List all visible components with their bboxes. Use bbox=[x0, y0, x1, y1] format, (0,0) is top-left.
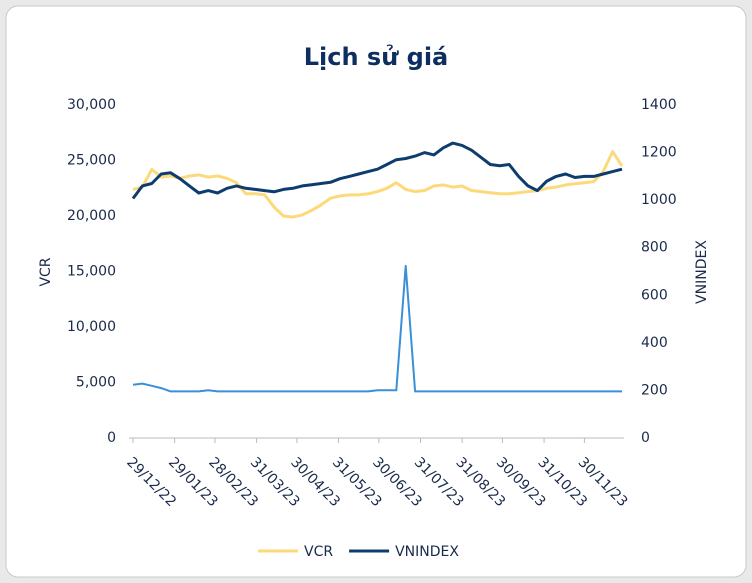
y-tick-label: 15,000 bbox=[67, 264, 116, 280]
y-tick-label: 10,000 bbox=[67, 319, 116, 335]
y-tick-label: 25,000 bbox=[67, 153, 116, 169]
y2-tick-label: 200 bbox=[641, 382, 668, 398]
series-line bbox=[131, 141, 623, 200]
y2-axis-title: VNINDEX bbox=[694, 240, 710, 304]
y2-tick-label: 0 bbox=[641, 430, 650, 446]
y-axis-title: VCR bbox=[38, 257, 54, 286]
y2-tick-label: 400 bbox=[641, 335, 668, 351]
chart-title: Lịch sử giá bbox=[304, 43, 449, 71]
series-line bbox=[132, 264, 622, 393]
legend-label: VNINDEX bbox=[395, 544, 459, 560]
y2-tick-label: 800 bbox=[641, 240, 668, 256]
y2-tick-label: 1200 bbox=[641, 145, 677, 161]
series-line bbox=[132, 150, 624, 219]
y2-tick-label: 1000 bbox=[641, 192, 677, 208]
y-tick-label: 5,000 bbox=[76, 375, 116, 391]
y-tick-label: 0 bbox=[107, 430, 116, 446]
y2-tick-label: 600 bbox=[641, 287, 668, 303]
legend-label: VCR bbox=[304, 544, 333, 560]
card bbox=[5, 5, 747, 578]
y-tick-label: 30,000 bbox=[67, 97, 116, 113]
y-tick-label: 20,000 bbox=[67, 208, 116, 224]
y2-tick-label: 1400 bbox=[641, 97, 677, 113]
